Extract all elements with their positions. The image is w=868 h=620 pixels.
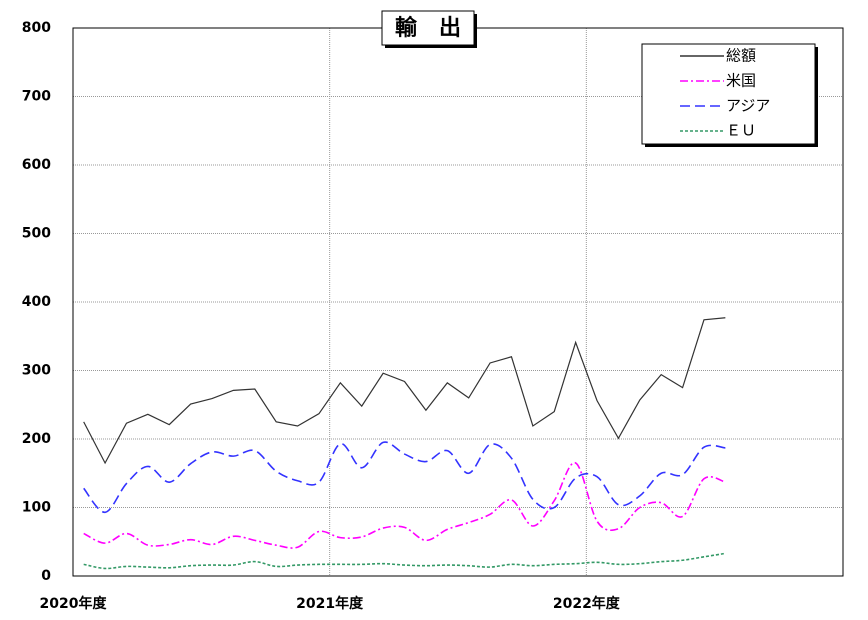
title-box <box>381 10 475 46</box>
y-tick-label: 700 <box>22 89 51 105</box>
series-line <box>83 441 726 514</box>
y-tick-label: 100 <box>22 500 51 516</box>
y-tick-label: 800 <box>22 20 51 36</box>
series-line <box>83 317 726 465</box>
x-tick-label: 2022年度 <box>553 595 621 612</box>
legend-label: 総額 <box>726 47 756 65</box>
y-tick-label: 200 <box>22 431 51 447</box>
legend-label: アジア <box>726 97 770 115</box>
legend-label: ＥＵ <box>726 122 756 140</box>
y-tick-label: 300 <box>22 363 51 379</box>
series-line <box>83 462 726 549</box>
x-tick-label: 2020年度 <box>40 595 108 612</box>
series-line <box>83 552 726 570</box>
chart-title: 輸 出 <box>395 15 461 41</box>
y-tick-label: 600 <box>22 157 51 173</box>
y-tick-label: 0 <box>41 568 51 584</box>
x-tick-label: 2021年度 <box>296 595 364 612</box>
y-tick-label: 400 <box>22 294 51 310</box>
legend-box <box>641 43 816 145</box>
legend-label: 米国 <box>726 72 756 90</box>
y-tick-label: 500 <box>22 226 51 242</box>
